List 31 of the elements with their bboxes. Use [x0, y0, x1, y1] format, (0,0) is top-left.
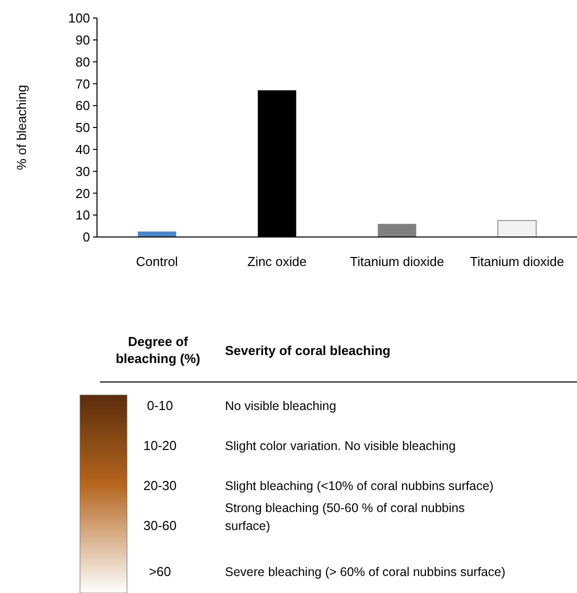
y-tick-label: 60: [76, 98, 90, 114]
bar: [138, 232, 176, 237]
bar: [378, 224, 416, 237]
bar: [497, 220, 537, 238]
y-tick-label: 30: [76, 164, 90, 179]
x-tick-label: Control: [136, 254, 178, 269]
text: Slight color variation. No visible bleaching: [225, 439, 456, 453]
x-tick-label: Titanium dioxide: [350, 254, 444, 269]
y-tick-label: 70: [76, 76, 90, 92]
category-label: 20-30: [143, 478, 177, 493]
y-tick-label: 90: [76, 32, 90, 48]
text: Slight bleaching (<10% of coral nubbins surface): [225, 479, 494, 493]
y-tick-label: 20: [76, 186, 90, 201]
y-tick-label: 100: [68, 10, 90, 26]
y-tick-label: 10: [76, 208, 90, 223]
text: No visible bleaching: [225, 399, 336, 413]
text: Strong bleaching (50-60 % of coral nubbins surface): [225, 501, 465, 533]
y-tick-label: 0: [82, 230, 90, 245]
x-tick-label: Titanium dioxide: [470, 254, 564, 269]
y-axis-title: % of bleaching: [14, 84, 29, 170]
category-label: 0-10: [146, 398, 174, 413]
x-tick-label: Zinc oxide: [247, 254, 307, 269]
category-label: >60: [148, 564, 172, 579]
y-tick-label: 80: [76, 54, 90, 70]
category-label: 30-60: [143, 518, 177, 533]
category-label: 10-20: [143, 438, 177, 453]
y-tick-label: 40: [76, 142, 90, 157]
text: Degree of bleaching (%): [116, 334, 200, 366]
text: Severity of coral bleaching: [225, 343, 391, 358]
y-tick-label: 50: [76, 120, 90, 136]
text: Severe bleaching (> 60% of coral nubbins surface): [225, 565, 506, 579]
